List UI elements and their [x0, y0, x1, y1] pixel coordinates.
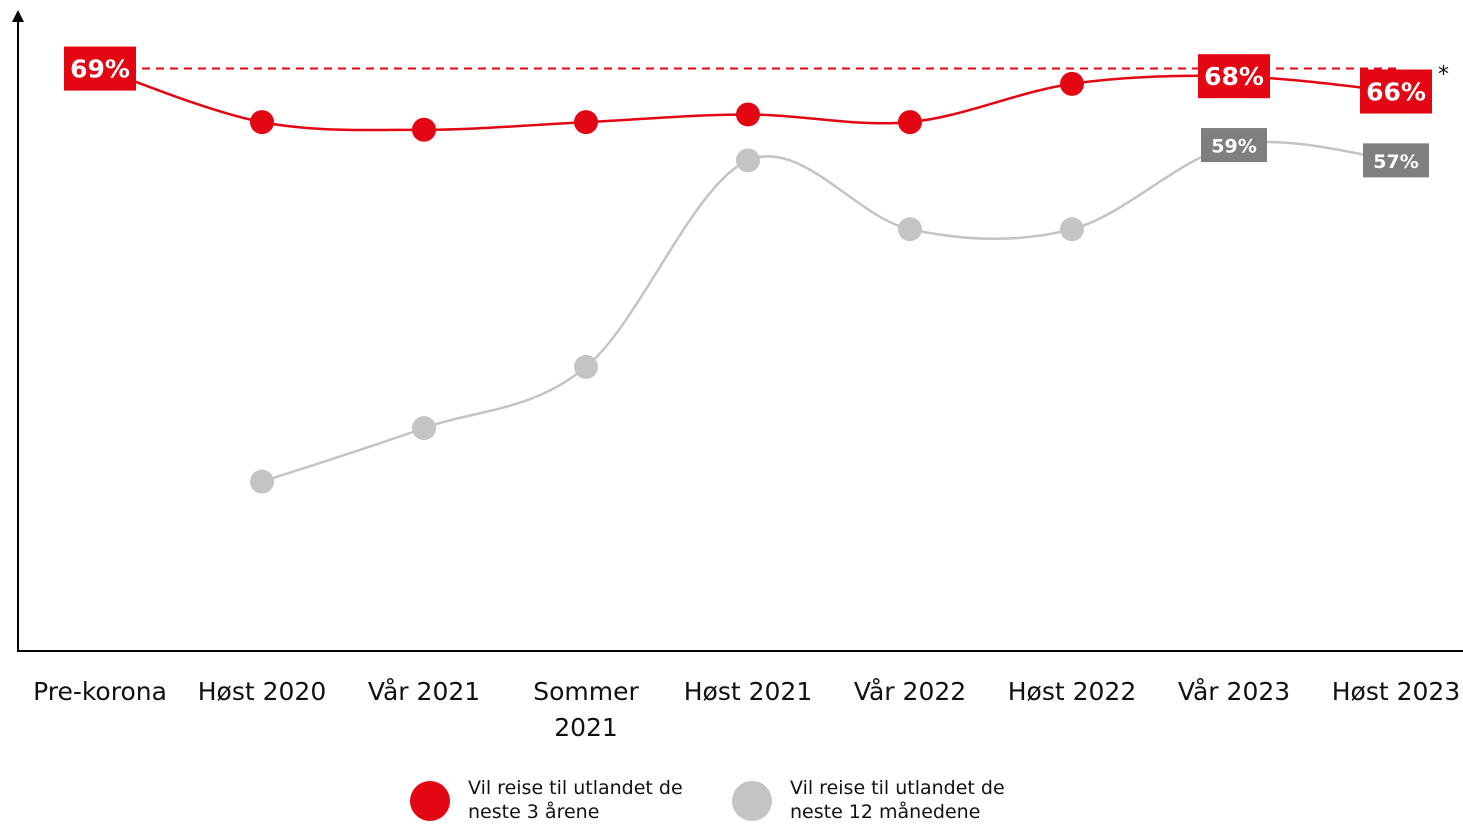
data-point — [574, 110, 598, 135]
data-point — [412, 117, 436, 142]
value-label-box — [64, 46, 136, 91]
x-tick-label: Høst 2022 — [1007, 677, 1137, 706]
x-tick-label: Høst 2020 — [197, 677, 327, 706]
value-label-box — [1360, 69, 1432, 114]
data-point — [250, 110, 274, 135]
data-point — [1060, 71, 1084, 96]
x-tick-label: Sommer 2021 — [533, 677, 639, 742]
data-point — [736, 148, 760, 173]
data-point — [898, 110, 922, 135]
value-label-text: 57% — [1373, 151, 1418, 173]
legend-label: Vil reise til utlandet de neste 3 årene — [468, 777, 683, 823]
value-label-text: 59% — [1211, 136, 1256, 158]
value-label: 57% — [1363, 143, 1429, 178]
value-label: 66% — [1360, 69, 1432, 114]
value-label-text: 69% — [70, 55, 130, 84]
value-label-text: 66% — [1366, 78, 1426, 107]
x-tick-label: Vår 2021 — [367, 677, 481, 706]
value-label: 59% — [1201, 128, 1267, 163]
value-label: 68% — [1198, 54, 1270, 99]
x-tick-label: Vår 2022 — [853, 677, 967, 706]
data-point — [898, 217, 922, 242]
x-tick-label: Høst 2021 — [683, 677, 813, 706]
y-axis-arrow — [12, 10, 24, 22]
legend-label: Vil reise til utlandet de neste 12 måned… — [790, 777, 1005, 823]
series-line — [261, 140, 1397, 483]
annotation: * — [1438, 63, 1449, 88]
data-point — [250, 469, 274, 494]
data-point — [736, 102, 760, 127]
legend-marker — [410, 781, 450, 821]
data-point — [412, 416, 436, 441]
value-label-text: 68% — [1204, 62, 1264, 91]
legend-marker — [732, 781, 772, 821]
x-tick-label: Pre-korona — [33, 677, 167, 706]
data-point — [1060, 217, 1084, 242]
value-label-box — [1201, 128, 1267, 163]
value-label-box — [1198, 54, 1270, 99]
value-label-box — [1363, 143, 1429, 178]
x-tick-label: Vår 2023 — [1177, 677, 1291, 706]
data-point — [574, 354, 598, 379]
value-label: 69% — [64, 46, 136, 91]
x-tick-label: Høst 2023 — [1331, 677, 1461, 706]
